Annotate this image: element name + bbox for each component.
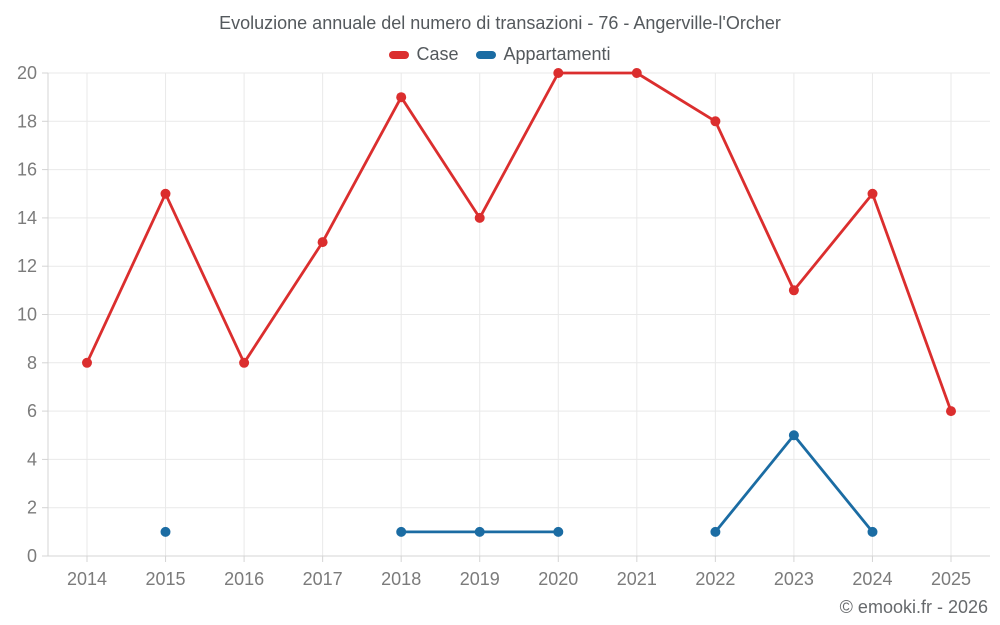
case-data-point[interactable]: [946, 406, 956, 417]
x-axis-label: 2019: [460, 569, 500, 589]
y-axis-label: 16: [17, 160, 37, 180]
x-axis-label: 2016: [224, 569, 264, 589]
y-axis-label: 14: [17, 208, 37, 228]
appartamenti-series-swatch-icon: [476, 50, 497, 59]
case-series-line: [85, 71, 953, 413]
x-axis-label: 2025: [931, 569, 971, 589]
appartamenti-data-point[interactable]: [867, 526, 878, 537]
x-axis-label: 2020: [538, 569, 578, 589]
legend-item-case[interactable]: Case: [389, 44, 458, 65]
y-axis-label: 12: [17, 256, 37, 276]
case-data-point[interactable]: [631, 68, 642, 78]
x-axis-label: 2014: [67, 569, 107, 589]
y-axis-label: 8: [27, 353, 37, 373]
case-data-point[interactable]: [788, 285, 799, 296]
appartamenti-data-point[interactable]: [553, 526, 564, 537]
y-axis-label: 0: [27, 546, 37, 566]
case-data-point[interactable]: [710, 116, 721, 127]
chart-legend: Case Appartamenti: [0, 44, 1000, 65]
case-data-point[interactable]: [867, 188, 878, 199]
y-axis-label: 4: [27, 449, 37, 469]
x-axis-label: 2018: [381, 569, 421, 589]
case-data-point[interactable]: [82, 357, 92, 368]
copyright-text: © emooki.fr - 2026: [839, 597, 988, 617]
y-axis-label: 18: [17, 111, 37, 131]
appartamenti-data-point[interactable]: [474, 526, 485, 537]
case-data-point[interactable]: [160, 188, 171, 199]
appartamenti-data-point[interactable]: [788, 430, 799, 441]
case-data-point[interactable]: [396, 92, 407, 103]
case-data-point[interactable]: [317, 237, 328, 248]
legend-label-case: Case: [416, 44, 459, 64]
x-axis-label: 2015: [146, 569, 186, 589]
case-series-swatch-icon: [389, 50, 410, 59]
x-axis-label: 2017: [303, 569, 343, 589]
case-data-point[interactable]: [474, 212, 485, 223]
legend-item-appartamenti[interactable]: Appartamenti: [476, 44, 611, 65]
appartamenti-data-point[interactable]: [710, 526, 721, 537]
y-axis-label: 20: [17, 63, 37, 83]
x-axis-label: 2023: [774, 569, 814, 589]
case-data-point[interactable]: [553, 68, 564, 78]
case-data-point[interactable]: [239, 357, 250, 368]
chart-title: Evoluzione annuale del numero di transaz…: [219, 13, 781, 33]
legend-label-appartamenti: Appartamenti: [503, 44, 611, 64]
appartamenti-data-point[interactable]: [160, 526, 171, 537]
x-axis-label: 2021: [617, 569, 657, 589]
y-axis-label: 10: [17, 305, 37, 325]
y-axis-label: 6: [27, 401, 37, 421]
appartamenti-data-point[interactable]: [396, 526, 407, 537]
x-axis-label: 2024: [852, 569, 892, 589]
x-axis-label: 2022: [695, 569, 735, 589]
y-axis-label: 2: [27, 498, 37, 518]
